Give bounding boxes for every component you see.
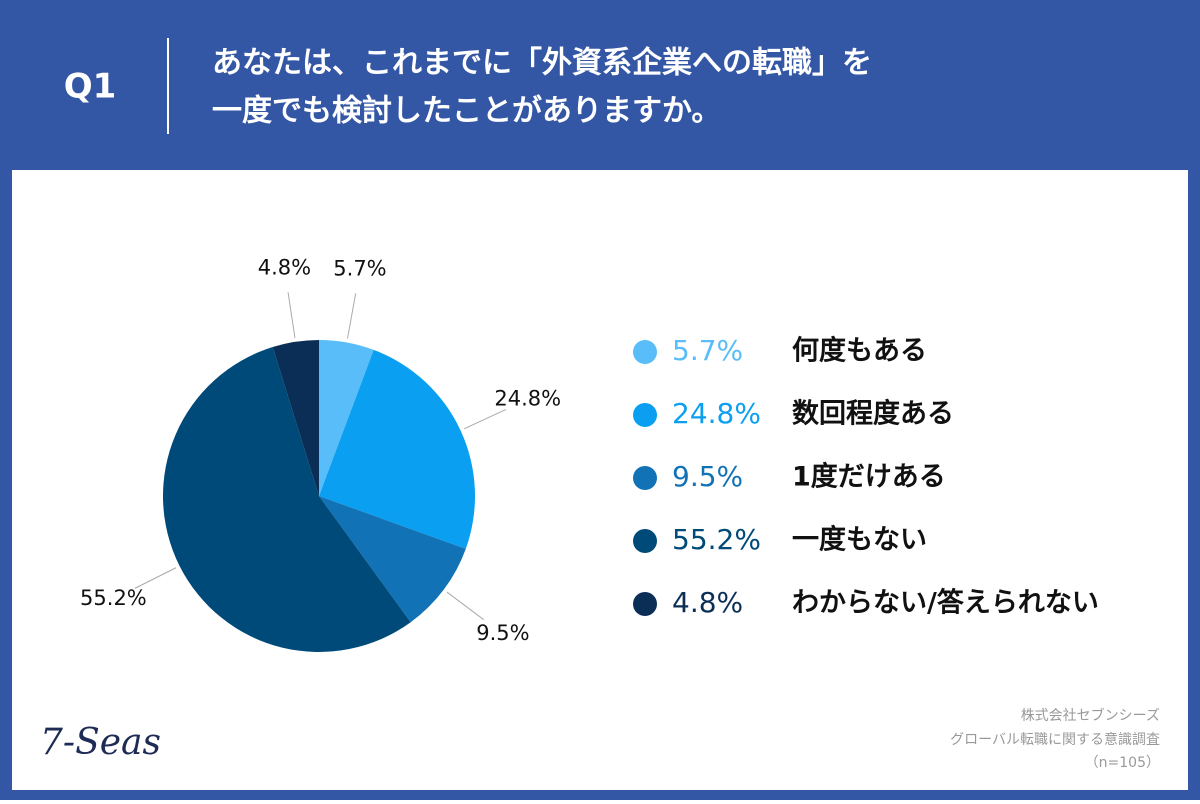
legend-swatch <box>633 466 657 490</box>
title-line: あなたは、これまでに「外資系企業への転職」を <box>212 46 872 81</box>
legend-value: 5.7% <box>672 334 743 367</box>
legend-value: 55.2% <box>672 523 761 556</box>
leader-line <box>446 591 485 621</box>
title-line: 一度でも検討したことがありますか。 <box>212 94 721 129</box>
legend-value: 4.8% <box>672 586 743 619</box>
slice-label: 5.7% <box>333 257 386 281</box>
pie-slice <box>163 347 411 652</box>
legend-value: 9.5% <box>672 460 743 493</box>
pie-slice <box>319 349 475 549</box>
pie-chart: 5.7% 24.8% 9.5% 55.2% 4.8% 5.7% 何度もある 24.8% 数回程度… <box>80 256 1099 652</box>
leader-line <box>134 567 177 589</box>
legend-swatch <box>633 592 657 616</box>
slice-label: 4.8% <box>258 256 311 280</box>
source-note: 株式会社セブンシーズ <box>1021 707 1160 724</box>
legend-swatch <box>633 340 657 364</box>
slice-label: 9.5% <box>476 621 529 645</box>
pie-slice <box>319 496 466 623</box>
pie-slice <box>272 340 319 496</box>
leader-line <box>347 293 357 339</box>
legend-label: 数回程度ある <box>792 398 954 430</box>
leader-line <box>463 409 507 430</box>
leader-line <box>287 292 296 338</box>
pie-slice <box>319 340 374 496</box>
legend-swatch <box>633 403 657 427</box>
source-note: グローバル転職に関する意識調査 <box>950 731 1160 748</box>
slice-label: 24.8% <box>494 386 561 410</box>
legend-value: 24.8% <box>672 397 761 430</box>
question-label: Q1 <box>64 67 117 107</box>
logo: 7-Seas <box>40 722 161 763</box>
slice-label: 55.2% <box>80 586 147 610</box>
source-note: （n=105） <box>1085 755 1160 771</box>
legend-swatch <box>633 529 657 553</box>
legend-label: わからない/答えられない <box>792 587 1099 619</box>
legend-label: 1度だけある <box>792 461 946 493</box>
legend-label: 何度もある <box>792 335 927 367</box>
legend-label: 一度もない <box>792 524 927 556</box>
